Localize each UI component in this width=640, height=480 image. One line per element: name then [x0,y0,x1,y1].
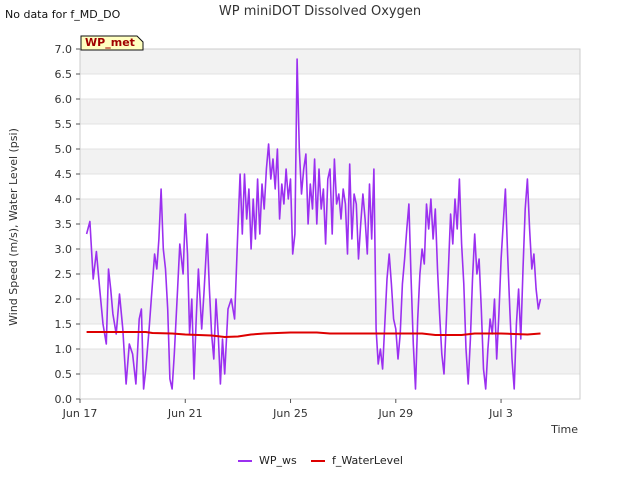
y-tick-label: 7.0 [55,43,73,56]
y-tick-label: 1.0 [55,343,73,356]
y-tick-label: 5.0 [55,143,73,156]
y-tick-label: 3.0 [55,243,73,256]
grid-band [80,324,580,349]
grid-band [80,274,580,299]
grid-band [80,349,580,374]
x-axis-label: Time [550,423,578,436]
x-tick-label: Jun 17 [62,407,98,420]
grid-band [80,224,580,249]
y-tick-label: 2.5 [55,268,73,281]
y-tick-label: 3.5 [55,218,73,231]
wp-met-badge: WP_met [80,35,144,51]
grid-band [80,99,580,124]
series-layer [85,58,542,390]
grid-band [80,49,580,74]
grid-band [80,199,580,224]
series-line-f-waterlevel [86,331,541,338]
badge-label: WP_met [85,36,135,49]
grid-band [80,124,580,149]
grid-band [80,374,580,399]
x-tick-label: Jun 29 [377,407,413,420]
y-tick-label: 2.0 [55,293,73,306]
y-tick-label: 6.0 [55,93,73,106]
grid-band [80,299,580,324]
x-axis: Jun 17 Jun 21 Jun 25 Jun 29 Jul 3 [62,399,513,420]
legend-label-wp-ws: WP_ws [259,454,297,467]
y-tick-label: 0.5 [55,368,73,381]
legend-item-wp-ws: WP_ws [238,454,297,467]
x-tick-label: Jun 21 [167,407,203,420]
legend-label-f-waterlevel: f_WaterLevel [332,454,403,467]
legend: WP_ws f_WaterLevel [238,454,403,467]
chart-title: WP miniDOT Dissolved Oxygen [219,4,421,19]
legend-item-f-waterlevel: f_WaterLevel [311,454,403,467]
y-tick-label: 6.5 [55,68,73,81]
y-tick-label: 1.5 [55,318,73,331]
y-axis: 0.0 0.5 1.0 1.5 2.0 2.5 3.0 3.5 4.0 4.5 5.0 5.5 6.0 6… [55,43,80,406]
grid-band [80,74,580,99]
y-tick-label: 5.5 [55,118,73,131]
y-tick-label: 4.0 [55,193,73,206]
x-tick-label: Jul 3 [488,407,513,420]
grid-bands [80,48,580,400]
series-line-wp-ws [85,58,542,390]
y-tick-label: 0.0 [55,393,73,406]
x-tick-label: Jun 25 [272,407,308,420]
no-data-note: No data for f_MD_DO [5,8,121,21]
badge-shape [80,35,144,51]
y-axis-label: Wind Speed (m/s), Water Level (psi) [7,128,20,326]
y-tick-label: 4.5 [55,168,73,181]
